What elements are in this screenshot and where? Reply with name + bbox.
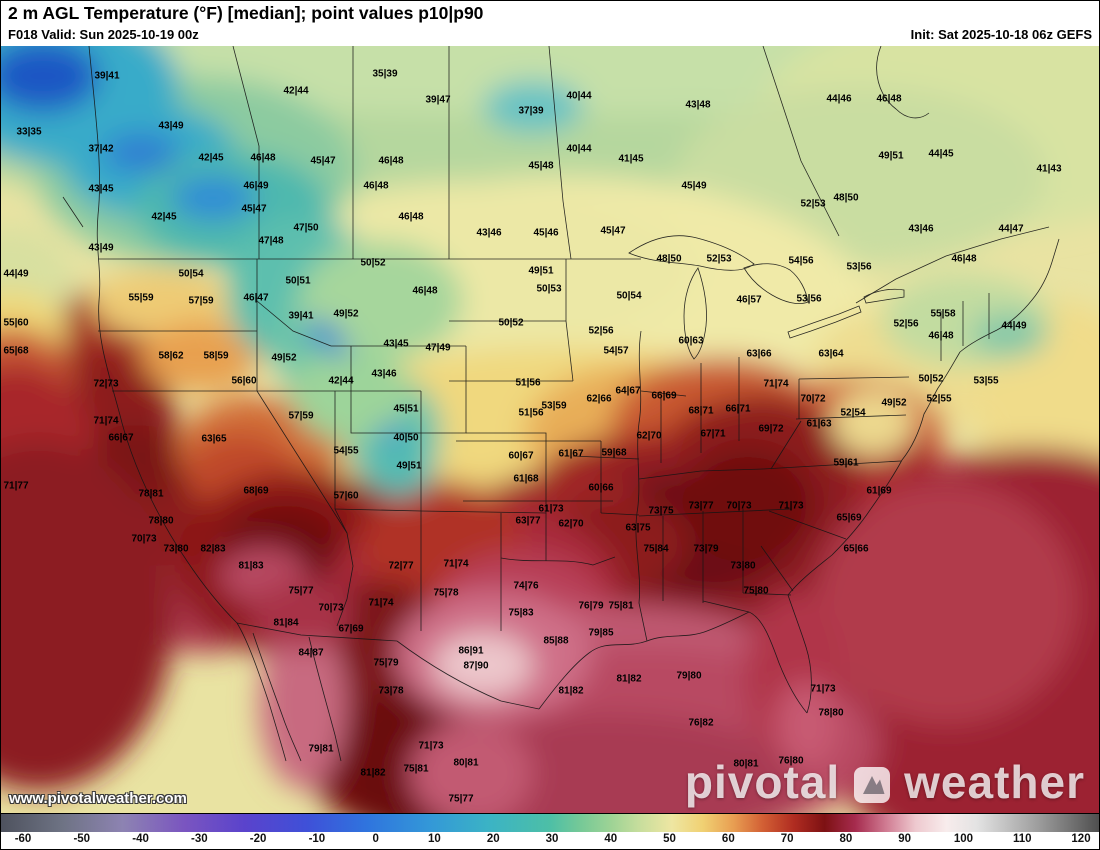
site-url-watermark: www.pivotalweather.com <box>9 790 187 807</box>
colorbar-tick-label: 0 <box>372 833 379 845</box>
pivotal-logo-icon <box>852 762 892 803</box>
colorbar-tick-label: 70 <box>780 833 794 845</box>
colorbar-tick-label: 90 <box>898 833 912 845</box>
colorbar-tick-label: -20 <box>249 833 267 845</box>
colorbar-tick-label: 120 <box>1071 833 1091 845</box>
colorbar-tick-label: -40 <box>132 833 149 845</box>
colorbar-tick-label: 80 <box>839 833 853 845</box>
temperature-colorbar: -60 -50 -40 -30 -20 -10 0 10 20 30 40 50 60 70 80 90 100… <box>1 813 1099 849</box>
colorbar-tick-label: 10 <box>428 833 441 845</box>
colorbar-tick-label: 110 <box>1012 833 1032 845</box>
colorbar-tick-label: 30 <box>545 833 559 845</box>
colorbar-tick-label: -10 <box>308 833 326 845</box>
colorbar-tick-label: 40 <box>604 833 618 845</box>
colorbar-gradient <box>1 814 1099 832</box>
colorbar-tick-label: 20 <box>486 833 500 845</box>
colorbar-tick-label: 100 <box>953 833 974 845</box>
colorbar-tick-labels: -60 -50 -40 -30 -20 -10 0 10 20 30 40 50 60 70 80 90 100… <box>1 832 1099 849</box>
state-boundaries <box>62 46 1060 762</box>
colorbar-tick-label: -50 <box>73 833 91 845</box>
colorbar-tick-label: 60 <box>721 833 735 845</box>
valid-time-label: F018 Valid: Sun 2025-10-19 00z <box>8 27 199 42</box>
colorbar-tick-label: -30 <box>191 833 208 845</box>
colorbar-tick-label: -60 <box>14 833 32 845</box>
colorbar-tick-label: 50 <box>663 833 676 845</box>
page-title: 2 m AGL Temperature (°F) [median]; point… <box>8 3 484 23</box>
brand-watermark: pivotal weather <box>685 755 1085 809</box>
brand-pivotal-text: pivotal <box>684 756 841 808</box>
brand-weather-text: weather <box>904 756 1085 808</box>
init-time-label: Init: Sat 2025-10-18 06z GEFS <box>910 27 1092 42</box>
header: 2 m AGL Temperature (°F) [median]; point… <box>1 1 1099 46</box>
